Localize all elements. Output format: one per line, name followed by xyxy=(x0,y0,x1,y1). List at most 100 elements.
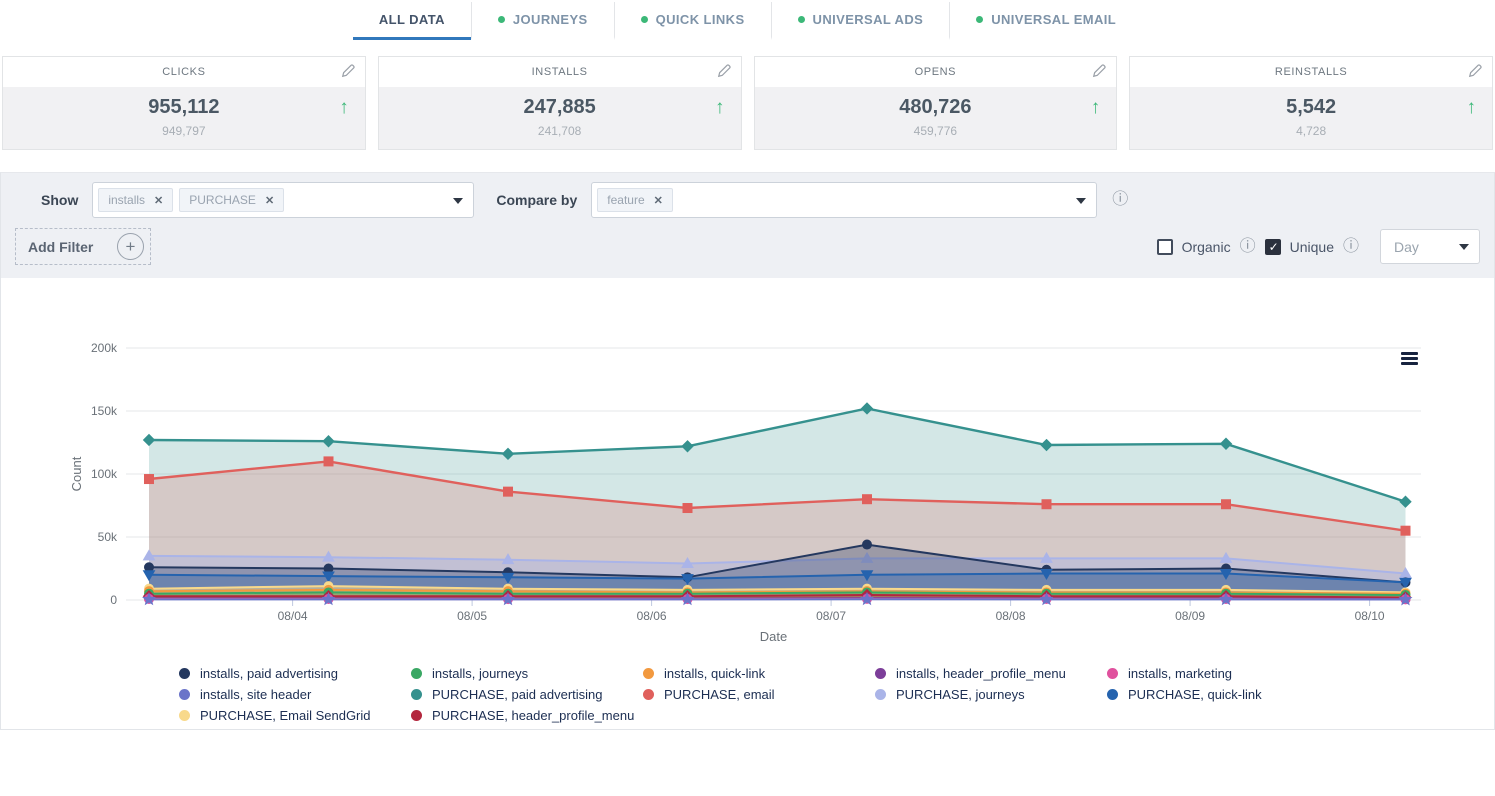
unique-label: Unique xyxy=(1290,239,1334,255)
stat-value: 5,542 xyxy=(1146,96,1476,119)
legend-series-dot-icon xyxy=(643,668,654,679)
trend-up-arrow-icon: ↑ xyxy=(1467,97,1477,119)
edit-pencil-icon[interactable] xyxy=(717,64,731,83)
legend-series-dot-icon xyxy=(875,668,886,679)
edit-pencil-icon[interactable] xyxy=(1468,64,1482,83)
legend-item[interactable]: PURCHASE, journeys xyxy=(875,687,1107,702)
legend-column: installs, header_profile_menu PURCHASE, j… xyxy=(875,666,1107,729)
tab-label: UNIVERSAL ADS xyxy=(813,12,924,27)
dropdown-caret-icon xyxy=(453,198,463,204)
add-filter-label: Add Filter xyxy=(28,239,93,255)
remove-chip-icon[interactable]: ✕ xyxy=(654,194,663,207)
svg-text:08/10: 08/10 xyxy=(1355,609,1385,623)
tab-quick-links[interactable]: QUICK LINKS xyxy=(614,2,771,40)
legend-item[interactable]: installs, paid advertising xyxy=(179,666,411,681)
svg-text:100k: 100k xyxy=(91,467,118,481)
card-header: CLICKS xyxy=(3,57,365,87)
legend-item[interactable]: PURCHASE, email xyxy=(643,687,875,702)
edit-pencil-icon[interactable] xyxy=(1092,64,1106,83)
dashboard-panel: Show installs ✕ PURCHASE ✕ Compare by fe… xyxy=(0,172,1495,730)
card-header: REINSTALLS xyxy=(1130,57,1492,87)
card-body: 480,726 ↑ 459,776 xyxy=(755,87,1117,149)
stat-card-reinstalls: REINSTALLS 5,542 ↑ 4,728 xyxy=(1129,56,1493,150)
legend-column: installs, journeys PURCHASE, paid adverti… xyxy=(411,666,643,729)
chip-label: feature xyxy=(607,193,644,207)
stat-previous-value: 459,776 xyxy=(771,124,1101,138)
chart-menu-hamburger-icon[interactable] xyxy=(1401,352,1418,367)
legend-series-label: PURCHASE, journeys xyxy=(896,687,1025,702)
chart-section: 050k100k150k200k08/0408/0508/0608/0708/0… xyxy=(1,278,1494,729)
legend-item[interactable]: PURCHASE, Email SendGrid xyxy=(179,708,411,723)
legend-item[interactable]: installs, marketing xyxy=(1107,666,1339,681)
svg-text:08/05: 08/05 xyxy=(457,609,487,623)
status-dot-icon xyxy=(498,16,505,23)
legend-item[interactable]: PURCHASE, paid advertising xyxy=(411,687,643,702)
legend-series-label: PURCHASE, email xyxy=(664,687,775,702)
tab-universal-ads[interactable]: UNIVERSAL ADS xyxy=(771,2,950,40)
legend-item[interactable]: PURCHASE, quick-link xyxy=(1107,687,1339,702)
legend-item[interactable]: installs, journeys xyxy=(411,666,643,681)
card-body: 955,112 ↑ 949,797 xyxy=(3,87,365,149)
stat-value: 247,885 xyxy=(395,96,725,119)
remove-chip-icon[interactable]: ✕ xyxy=(154,194,163,207)
legend-series-dot-icon xyxy=(1107,689,1118,700)
dropdown-caret-icon xyxy=(1076,198,1086,204)
plus-icon: + xyxy=(117,233,144,260)
legend-item[interactable]: PURCHASE, header_profile_menu xyxy=(411,708,643,723)
legend-series-dot-icon xyxy=(1107,668,1118,679)
stat-card-clicks: CLICKS 955,112 ↑ 949,797 xyxy=(2,56,366,150)
tab-journeys[interactable]: JOURNEYS xyxy=(471,2,614,40)
stat-cards-row: CLICKS 955,112 ↑ 949,797 INSTALLS 247,88… xyxy=(2,56,1493,150)
legend-series-dot-icon xyxy=(179,710,190,721)
stat-label: REINSTALLS xyxy=(1140,66,1482,78)
filter-chip-installs: installs ✕ xyxy=(98,188,173,212)
legend-series-label: installs, journeys xyxy=(432,666,528,681)
compare-by-label: Compare by xyxy=(496,192,577,208)
svg-text:150k: 150k xyxy=(91,404,118,418)
legend-item[interactable]: installs, quick-link xyxy=(643,666,875,681)
legend-series-label: PURCHASE, header_profile_menu xyxy=(432,708,634,723)
trend-up-arrow-icon: ↑ xyxy=(715,97,725,119)
add-filter-button[interactable]: Add Filter + xyxy=(15,228,151,265)
trend-up-arrow-icon: ↑ xyxy=(1091,97,1101,119)
legend-item[interactable]: installs, site header xyxy=(179,687,411,702)
line-area-chart: 050k100k150k200k08/0408/0508/0608/0708/0… xyxy=(1,308,1495,624)
svg-text:0: 0 xyxy=(110,593,117,607)
organic-checkbox[interactable] xyxy=(1157,239,1173,255)
remove-chip-icon[interactable]: ✕ xyxy=(265,194,274,207)
svg-text:50k: 50k xyxy=(98,530,118,544)
tab-all-data[interactable]: ALL DATA xyxy=(353,2,471,40)
status-dot-icon xyxy=(641,16,648,23)
stat-value: 955,112 xyxy=(19,96,349,119)
svg-text:08/06: 08/06 xyxy=(637,609,667,623)
show-label: Show xyxy=(41,192,78,208)
legend-series-label: installs, paid advertising xyxy=(200,666,338,681)
tab-label: QUICK LINKS xyxy=(656,12,745,27)
tab-label: ALL DATA xyxy=(379,12,445,27)
tab-label: JOURNEYS xyxy=(513,12,588,27)
info-icon[interactable]: ⓘ xyxy=(1240,239,1256,255)
legend-column: installs, marketing PURCHASE, quick-link xyxy=(1107,666,1339,729)
tab-label: UNIVERSAL EMAIL xyxy=(991,12,1116,27)
x-axis-title: Date xyxy=(126,629,1421,644)
svg-text:Count: Count xyxy=(69,456,84,491)
filter-bar: Show installs ✕ PURCHASE ✕ Compare by fe… xyxy=(1,173,1494,278)
info-icon[interactable]: ⓘ xyxy=(1343,239,1359,255)
card-body: 5,542 ↑ 4,728 xyxy=(1130,87,1492,149)
tab-universal-email[interactable]: UNIVERSAL EMAIL xyxy=(949,2,1142,40)
edit-pencil-icon[interactable] xyxy=(341,64,355,83)
interval-select[interactable]: Day xyxy=(1380,229,1480,264)
stat-label: CLICKS xyxy=(13,66,355,78)
legend-series-dot-icon xyxy=(411,689,422,700)
unique-checkbox[interactable] xyxy=(1265,239,1281,255)
info-icon[interactable]: ⓘ xyxy=(1112,192,1128,208)
compare-by-multiselect[interactable]: feature ✕ xyxy=(591,182,1097,218)
chip-label: PURCHASE xyxy=(189,193,256,207)
legend-item[interactable]: installs, header_profile_menu xyxy=(875,666,1107,681)
filter-chip-feature: feature ✕ xyxy=(597,188,673,212)
svg-text:08/04: 08/04 xyxy=(278,609,308,623)
trend-up-arrow-icon: ↑ xyxy=(339,97,349,119)
svg-text:08/09: 08/09 xyxy=(1175,609,1205,623)
stat-card-installs: INSTALLS 247,885 ↑ 241,708 xyxy=(378,56,742,150)
show-multiselect[interactable]: installs ✕ PURCHASE ✕ xyxy=(92,182,474,218)
